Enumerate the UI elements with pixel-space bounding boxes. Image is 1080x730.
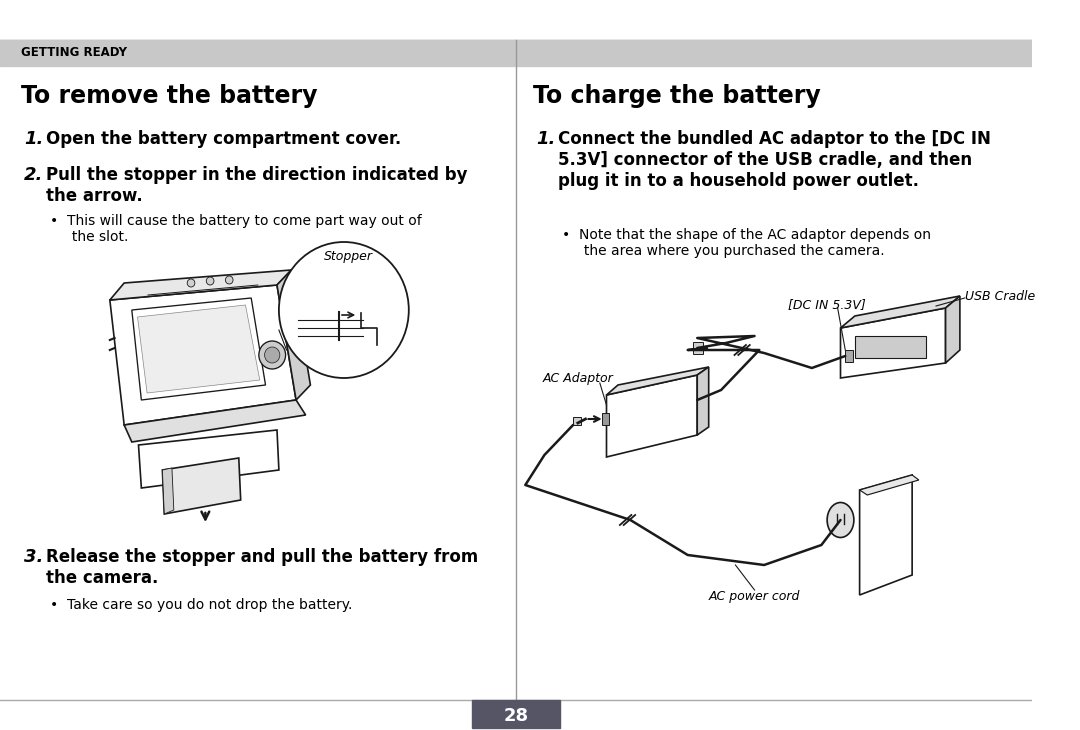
- Text: Open the battery compartment cover.: Open the battery compartment cover.: [45, 130, 401, 148]
- Circle shape: [206, 277, 214, 285]
- Text: •  Take care so you do not drop the battery.: • Take care so you do not drop the batte…: [50, 598, 352, 612]
- Bar: [472, 700, 559, 728]
- Text: Pull the stopper in the direction indicated by
the arrow.: Pull the stopper in the direction indica…: [45, 166, 468, 205]
- Polygon shape: [840, 296, 960, 328]
- Text: 1.: 1.: [24, 130, 43, 148]
- Polygon shape: [860, 475, 919, 495]
- Bar: [855, 336, 927, 358]
- Polygon shape: [860, 475, 913, 595]
- Text: 1.: 1.: [536, 130, 555, 148]
- Polygon shape: [162, 458, 241, 514]
- Text: USB Cradle: USB Cradle: [964, 290, 1035, 303]
- Text: •  Note that the shape of the AC adaptor depends on
     the area where you purc: • Note that the shape of the AC adaptor …: [562, 228, 931, 258]
- Text: AC Adaptor: AC Adaptor: [542, 372, 613, 385]
- Polygon shape: [162, 468, 174, 514]
- Text: To remove the battery: To remove the battery: [21, 84, 318, 108]
- Bar: [846, 350, 853, 362]
- Polygon shape: [840, 308, 946, 378]
- Text: To charge the battery: To charge the battery: [532, 84, 821, 108]
- Ellipse shape: [827, 502, 854, 537]
- Text: Connect the bundled AC adaptor to the [DC IN
5.3V] connector of the USB cradle, : Connect the bundled AC adaptor to the [D…: [557, 130, 990, 190]
- Bar: [693, 342, 703, 354]
- Polygon shape: [110, 285, 296, 425]
- Polygon shape: [124, 400, 306, 442]
- Text: GETTING READY: GETTING READY: [21, 47, 127, 60]
- Text: 28: 28: [503, 707, 528, 725]
- Text: 3.: 3.: [24, 548, 43, 566]
- Polygon shape: [607, 367, 708, 395]
- Bar: [573, 417, 581, 425]
- Text: Stopper: Stopper: [324, 250, 373, 263]
- Polygon shape: [137, 305, 260, 393]
- Bar: [602, 413, 609, 425]
- Circle shape: [279, 242, 409, 378]
- Polygon shape: [132, 298, 266, 400]
- Polygon shape: [138, 430, 279, 488]
- Polygon shape: [276, 270, 310, 400]
- Text: Release the stopper and pull the battery from
the camera.: Release the stopper and pull the battery…: [45, 548, 478, 587]
- Polygon shape: [946, 296, 960, 363]
- Text: AC power cord: AC power cord: [708, 590, 800, 603]
- Polygon shape: [698, 367, 708, 435]
- Polygon shape: [607, 375, 698, 457]
- Circle shape: [187, 279, 194, 287]
- Text: [DC IN 5.3V]: [DC IN 5.3V]: [788, 298, 866, 311]
- Circle shape: [259, 341, 285, 369]
- Text: •  This will cause the battery to come part way out of
     the slot.: • This will cause the battery to come pa…: [50, 214, 421, 245]
- Polygon shape: [110, 270, 292, 300]
- Text: 2.: 2.: [24, 166, 43, 184]
- Circle shape: [265, 347, 280, 363]
- Bar: [0, 40, 1031, 66]
- Circle shape: [226, 276, 233, 284]
